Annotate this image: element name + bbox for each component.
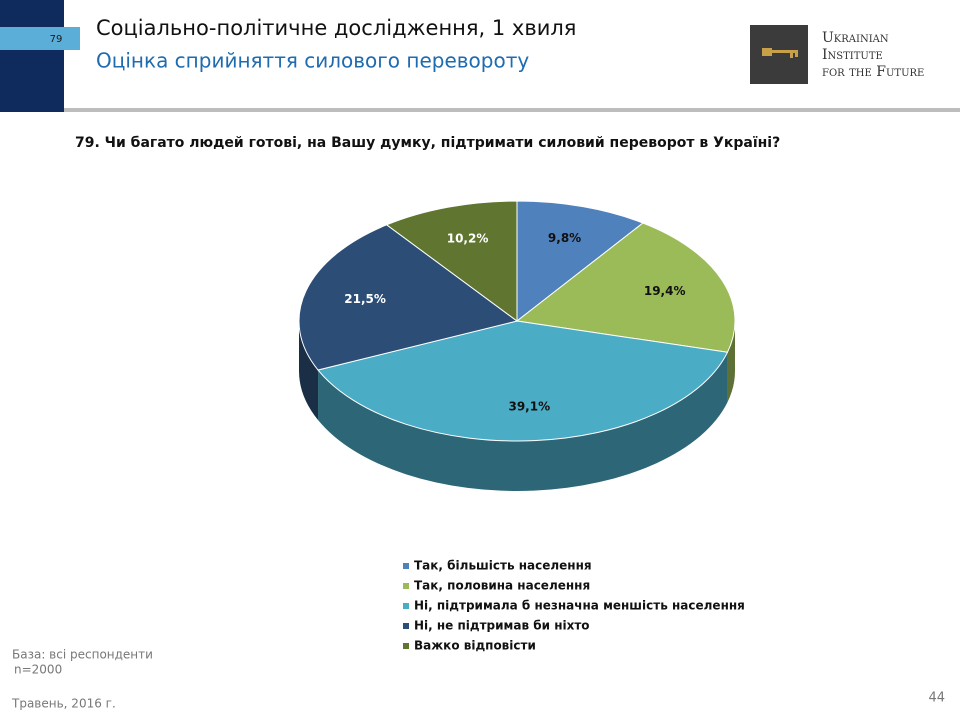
date-note: Травень, 2016 г. xyxy=(11,697,116,711)
base-note: База: всі респонденти xyxy=(12,648,153,662)
legend: Так, більшість населення Так, половина на… xyxy=(403,559,745,653)
logo-text: Institute xyxy=(822,47,883,63)
legend-swatch xyxy=(403,563,409,569)
data-label: 21,5% xyxy=(344,292,386,306)
slice-side xyxy=(727,321,735,403)
slice xyxy=(298,224,519,371)
header-block xyxy=(0,0,64,112)
slice xyxy=(515,222,736,353)
data-label: 9,8% xyxy=(548,231,581,245)
slice-side xyxy=(318,352,728,491)
legend-swatch xyxy=(403,643,409,649)
logo-box xyxy=(750,25,808,84)
logo-text: Ukrainian xyxy=(822,30,889,46)
question: 79. Чи багато людей готові, на Вашу думк… xyxy=(75,135,780,151)
header-rule xyxy=(64,108,960,112)
legend-label: Важко відповісти xyxy=(414,639,536,653)
legend-label: Так, половина населення xyxy=(414,579,590,593)
legend-swatch xyxy=(403,583,409,589)
page-number: 44 xyxy=(928,691,945,706)
data-label: 10,2% xyxy=(447,231,489,245)
slice xyxy=(385,200,518,322)
logo-text: for the Future xyxy=(822,64,924,80)
slide-number: 79 xyxy=(50,34,63,45)
legend-label: Ні, підтримала б незначна меншість насел… xyxy=(414,599,745,613)
legend-swatch xyxy=(403,603,409,609)
slice-side xyxy=(299,321,319,421)
title: Соціально-політичне дослідження, 1 хвиля xyxy=(96,16,576,40)
slice xyxy=(516,200,644,323)
legend-swatch xyxy=(403,623,409,629)
slice xyxy=(317,320,729,442)
legend-label: Так, більшість населення xyxy=(414,559,592,573)
slide-tab xyxy=(0,27,80,50)
data-label: 19,4% xyxy=(644,284,686,298)
pie-chart: 9,8% 19,4% 39,1% 21,5% 10,2% xyxy=(298,200,736,491)
legend-label: Ні, не підтримав би ніхто xyxy=(414,619,590,633)
subtitle: Оцінка сприйняття силового перевороту xyxy=(96,49,529,73)
sample-note: n=2000 xyxy=(14,663,62,677)
logo-key xyxy=(762,48,798,58)
data-label: 39,1% xyxy=(508,400,550,414)
